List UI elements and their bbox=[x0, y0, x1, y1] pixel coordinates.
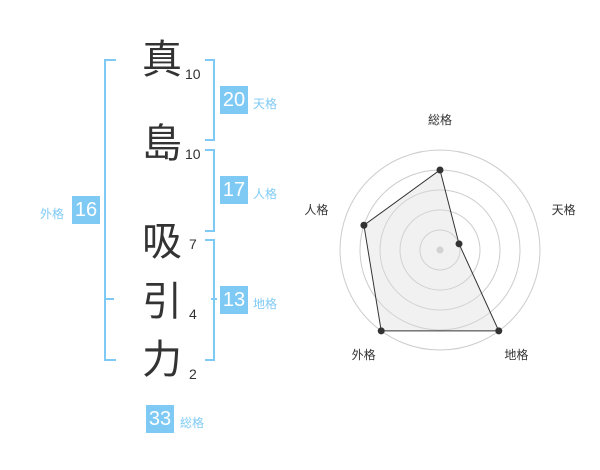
gaikaku-bracket-tick bbox=[104, 298, 114, 300]
radar-axis-label: 外格 bbox=[352, 347, 376, 362]
radar-axis-label: 地格 bbox=[504, 347, 528, 362]
tenkaku-value: 20 bbox=[220, 86, 248, 114]
stroke-count: 7 bbox=[189, 236, 197, 252]
tenkaku-bracket bbox=[205, 59, 215, 141]
soukaku-label: 総格 bbox=[180, 416, 205, 430]
stroke-count: 10 bbox=[185, 66, 201, 82]
radar-point bbox=[495, 327, 503, 335]
gaikaku-label: 外格 bbox=[40, 207, 65, 221]
chikaku-value: 13 bbox=[220, 286, 248, 314]
radar-ring bbox=[379, 189, 501, 311]
gaikaku-bracket bbox=[104, 59, 116, 361]
radar-point bbox=[455, 240, 463, 248]
stroke-count: 4 bbox=[189, 306, 197, 322]
radar-center bbox=[436, 246, 444, 254]
radar-axis-label: 人格 bbox=[304, 202, 328, 217]
name-char: 島 bbox=[142, 121, 182, 167]
radar-ring bbox=[399, 209, 481, 291]
radar-point bbox=[436, 166, 444, 174]
stroke-count: 2 bbox=[189, 366, 197, 382]
chikaku-label: 地格 bbox=[253, 297, 278, 311]
radar-axis-label: 天格 bbox=[552, 202, 576, 217]
jinkaku-value: 17 bbox=[220, 176, 248, 204]
tenkaku-label: 天格 bbox=[253, 97, 278, 111]
jinkaku-bracket bbox=[205, 149, 215, 232]
radar-ring bbox=[339, 149, 541, 351]
radar-point bbox=[377, 327, 385, 335]
name-char: 引 bbox=[142, 279, 182, 325]
radar-axis-label: 総格 bbox=[428, 112, 452, 127]
soukaku-value: 33 bbox=[146, 405, 174, 433]
radar-ring bbox=[419, 229, 461, 271]
stroke-count: 10 bbox=[185, 146, 201, 162]
chikaku-bracket bbox=[205, 239, 215, 361]
radar-point bbox=[360, 221, 368, 229]
name-char: 力 bbox=[142, 337, 182, 383]
name-char: 吸 bbox=[142, 219, 182, 265]
name-char: 真 bbox=[142, 37, 182, 83]
radar-area bbox=[363, 169, 500, 332]
gaikaku-value: 16 bbox=[72, 196, 100, 224]
jinkaku-label: 人格 bbox=[253, 187, 278, 201]
chikaku-bracket-tick bbox=[211, 298, 217, 300]
